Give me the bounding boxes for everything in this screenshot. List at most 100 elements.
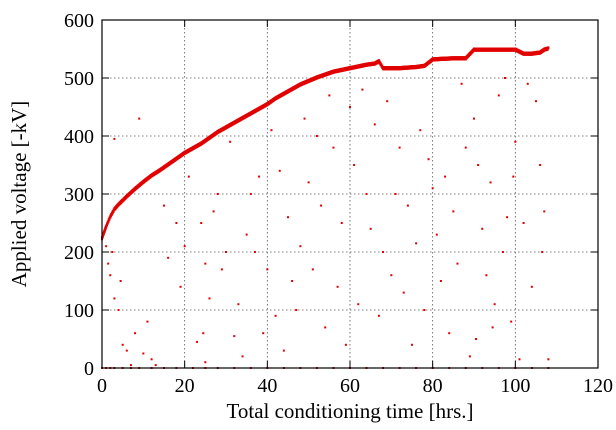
data-point bbox=[225, 251, 227, 253]
data-point bbox=[357, 303, 360, 306]
data-point bbox=[514, 140, 517, 143]
data-point bbox=[253, 251, 256, 253]
data-point bbox=[119, 280, 122, 282]
data-point bbox=[179, 285, 182, 288]
data-point bbox=[112, 210, 115, 213]
data-point bbox=[530, 285, 533, 288]
data-point bbox=[270, 129, 273, 132]
x-tick-label: 120 bbox=[583, 375, 613, 397]
data-point bbox=[423, 309, 426, 311]
data-point bbox=[535, 100, 537, 103]
data-point bbox=[113, 297, 116, 300]
data-point bbox=[102, 233, 105, 236]
data-point bbox=[369, 227, 372, 230]
data-point bbox=[406, 204, 409, 207]
data-point bbox=[464, 146, 467, 149]
axis-ticks: 0 20 40 60 80 100 120 0 100 200 300 400 500 600 bbox=[64, 10, 613, 397]
y-tick-label: 300 bbox=[64, 184, 94, 206]
data-point bbox=[365, 193, 368, 195]
data-point bbox=[435, 233, 438, 236]
data-point bbox=[512, 175, 515, 178]
data-point bbox=[212, 210, 215, 213]
data-point bbox=[202, 332, 205, 335]
data-point bbox=[125, 349, 128, 352]
data-point bbox=[382, 251, 385, 253]
data-point bbox=[489, 181, 492, 184]
data-point bbox=[200, 222, 203, 224]
data-point bbox=[493, 303, 496, 306]
data-point bbox=[373, 123, 376, 126]
data-point bbox=[241, 355, 244, 358]
data-point bbox=[105, 224, 108, 227]
data-point bbox=[324, 326, 327, 329]
data-point bbox=[220, 268, 223, 271]
data-point bbox=[526, 82, 529, 85]
data-point bbox=[105, 245, 108, 248]
data-point bbox=[390, 274, 393, 277]
data-point bbox=[106, 222, 109, 225]
data-point bbox=[468, 355, 471, 358]
data-point bbox=[518, 358, 521, 361]
data-point bbox=[491, 326, 494, 329]
data-point bbox=[111, 251, 114, 253]
data-point bbox=[299, 245, 302, 248]
data-point bbox=[402, 291, 405, 294]
data-point bbox=[110, 213, 113, 216]
data-point bbox=[506, 216, 509, 219]
data-point bbox=[154, 364, 157, 367]
data-point bbox=[328, 94, 331, 97]
data-point bbox=[456, 262, 459, 265]
data-point bbox=[336, 285, 339, 288]
data-point bbox=[175, 222, 178, 224]
y-axis-label: Applied voltage [-kV] bbox=[7, 101, 31, 288]
data-point bbox=[501, 251, 504, 253]
x-tick-label: 20 bbox=[175, 375, 195, 397]
data-point bbox=[129, 364, 132, 367]
data-point bbox=[547, 46, 550, 50]
data-point bbox=[546, 48, 549, 51]
data-point bbox=[444, 175, 447, 178]
y-tick-label: 0 bbox=[84, 358, 94, 380]
data-point bbox=[103, 230, 106, 233]
data-point bbox=[504, 77, 506, 79]
data-point bbox=[274, 314, 277, 317]
data-point bbox=[415, 242, 418, 245]
data-point bbox=[107, 262, 110, 265]
data-point bbox=[398, 146, 401, 149]
data-point bbox=[138, 117, 141, 120]
data-point bbox=[121, 343, 124, 346]
data-point bbox=[208, 297, 211, 300]
data-point bbox=[196, 340, 199, 343]
data-point bbox=[237, 303, 240, 306]
data-point bbox=[167, 256, 170, 259]
data-point bbox=[104, 228, 107, 231]
data-point bbox=[475, 338, 478, 340]
data-point bbox=[386, 100, 389, 103]
data-point bbox=[183, 245, 186, 248]
data-point bbox=[477, 164, 480, 166]
data-point bbox=[163, 204, 165, 207]
data-point bbox=[117, 309, 120, 311]
data-point bbox=[344, 343, 347, 346]
data-point bbox=[394, 193, 397, 195]
data-point bbox=[315, 135, 318, 137]
data-point bbox=[233, 335, 236, 338]
data-point bbox=[361, 88, 364, 91]
data-point bbox=[307, 181, 310, 184]
data-point bbox=[311, 268, 314, 271]
data-point bbox=[134, 332, 137, 335]
data-point bbox=[539, 164, 542, 166]
data-points bbox=[101, 46, 550, 369]
data-point bbox=[109, 274, 112, 277]
data-point bbox=[113, 137, 116, 140]
data-point bbox=[109, 216, 112, 219]
data-point bbox=[108, 218, 111, 221]
x-tick-label: 80 bbox=[423, 375, 443, 397]
x-tick-label: 100 bbox=[500, 375, 530, 397]
data-point bbox=[187, 175, 190, 178]
data-point bbox=[105, 226, 108, 229]
data-point bbox=[278, 169, 281, 172]
data-point bbox=[543, 210, 546, 213]
x-tick-label: 0 bbox=[97, 375, 107, 397]
